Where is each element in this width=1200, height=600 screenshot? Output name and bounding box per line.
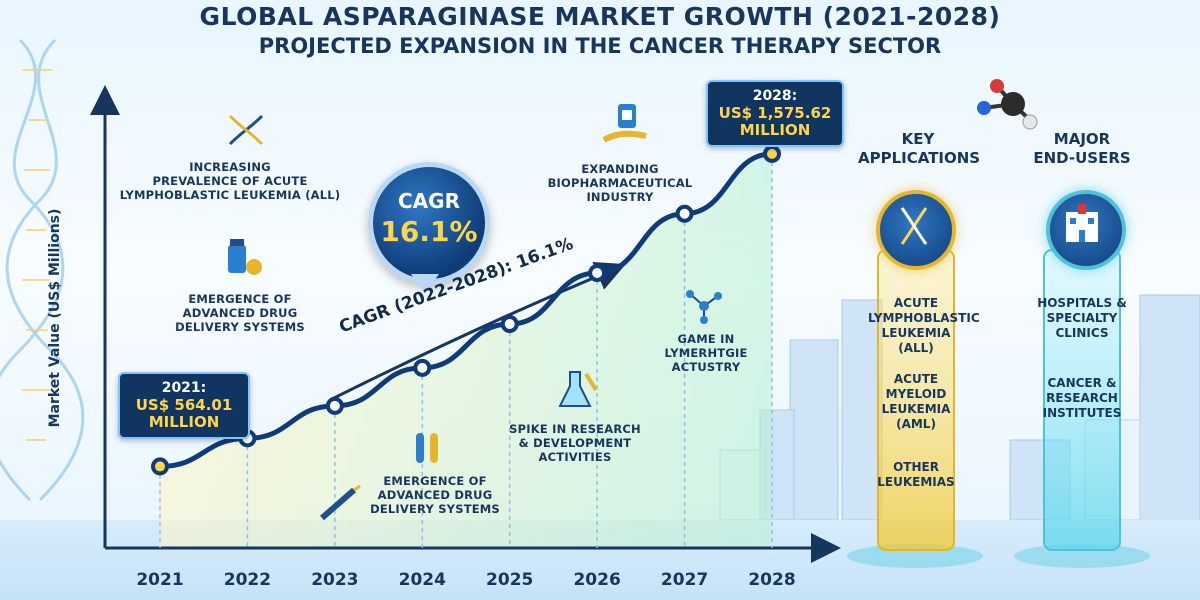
x-tick-label-2028: 2028 — [748, 570, 795, 590]
medicine-hand-icon — [600, 100, 650, 152]
start-value-callout: 2021: US$ 564.01 MILLION — [118, 372, 250, 439]
end-value: US$ 1,575.62 — [718, 104, 832, 122]
start-year-label: 2021: — [161, 380, 207, 396]
end-unit: MILLION — [739, 121, 811, 139]
x-tick-label-2022: 2022 — [224, 570, 271, 590]
data-point-2025 — [500, 315, 519, 333]
application-item-aml: ACUTE MYELOID LEUKEMIA (AML) — [881, 372, 951, 431]
driver-note-lymerhtgie: GAME IN LYMERHTGIE ACTUSTRY — [664, 332, 748, 374]
test-tube-icon — [408, 425, 452, 473]
data-point-2021 — [151, 457, 169, 476]
application-item-all: ACUTE LYMPHOBLASTIC LEUKEMIA (ALL) — [868, 296, 980, 355]
x-tick-label-2025: 2025 — [486, 570, 533, 590]
x-tick-label-2021: 2021 — [136, 570, 183, 590]
data-point-2024 — [413, 358, 432, 377]
data-point-2023 — [325, 396, 344, 415]
start-value: US$ 564.01 — [135, 396, 233, 414]
x-tick-label-2023: 2023 — [311, 570, 358, 590]
driver-note-rnd: SPIKE IN RESEARCH & DEVELOPMENT ACTIVITIES — [509, 422, 641, 464]
page-title: GLOBAL ASPARAGINASE MARKET GROWTH (2021-… — [199, 2, 1001, 31]
driver-note-all-prevalence: INCREASING PREVALENCE OF ACUTE LYMPHOBLAST… — [119, 160, 341, 202]
driver-note-drug-delivery-1: EMERGENCE OF ADVANCED DRUG DELIVERY SYSTEM… — [175, 292, 305, 334]
cagr-badge-value: 16.1% — [380, 215, 478, 248]
driver-note-drug-delivery-2: EMERGENCE OF ADVANCED DRUG DELIVERY SYSTEM… — [370, 474, 500, 516]
x-tick-label-2024: 2024 — [399, 570, 446, 590]
syringe-icon — [318, 484, 362, 528]
cagr-badge: CAGR 16.1% — [368, 162, 490, 284]
application-item-other: OTHER LEUKEMIAS — [877, 460, 955, 489]
data-point-2026 — [588, 264, 607, 283]
data-point-2027 — [675, 204, 694, 223]
vial-icon — [222, 235, 266, 283]
page-subtitle: PROJECTED EXPANSION IN THE CANCER THERAP… — [258, 34, 942, 58]
hospital-icon — [1046, 190, 1126, 270]
area-fill — [160, 153, 772, 548]
end-year-label: 2028: — [752, 88, 798, 104]
applications-heading: KEY APPLICATIONS — [858, 130, 981, 167]
end-user-item-research: CANCER & RESEARCH INSTITUTES — [1042, 376, 1122, 420]
x-tick-label-2027: 2027 — [661, 570, 708, 590]
x-tick-label-2026: 2026 — [573, 570, 620, 590]
cagr-badge-pointer — [411, 274, 439, 294]
dna-icon — [224, 110, 268, 154]
cagr-arrow — [329, 262, 626, 402]
data-point-2028 — [763, 144, 781, 163]
flask-icon — [556, 368, 600, 416]
driver-note-biopharma: EXPANDING BIOPHARMACEUTICAL INDUSTRY — [547, 162, 693, 204]
start-unit: MILLION — [148, 413, 220, 431]
cagr-badge-label: CAGR — [398, 189, 460, 213]
network-icon — [684, 288, 724, 328]
end-users-heading: MAJOR END-USERS — [1033, 130, 1131, 167]
end-user-item-hospitals: HOSPITALS & SPECIALTY CLINICS — [1037, 296, 1127, 340]
dna-app-icon — [876, 190, 956, 270]
end-value-callout: 2028: US$ 1,575.62 MILLION — [706, 80, 844, 147]
